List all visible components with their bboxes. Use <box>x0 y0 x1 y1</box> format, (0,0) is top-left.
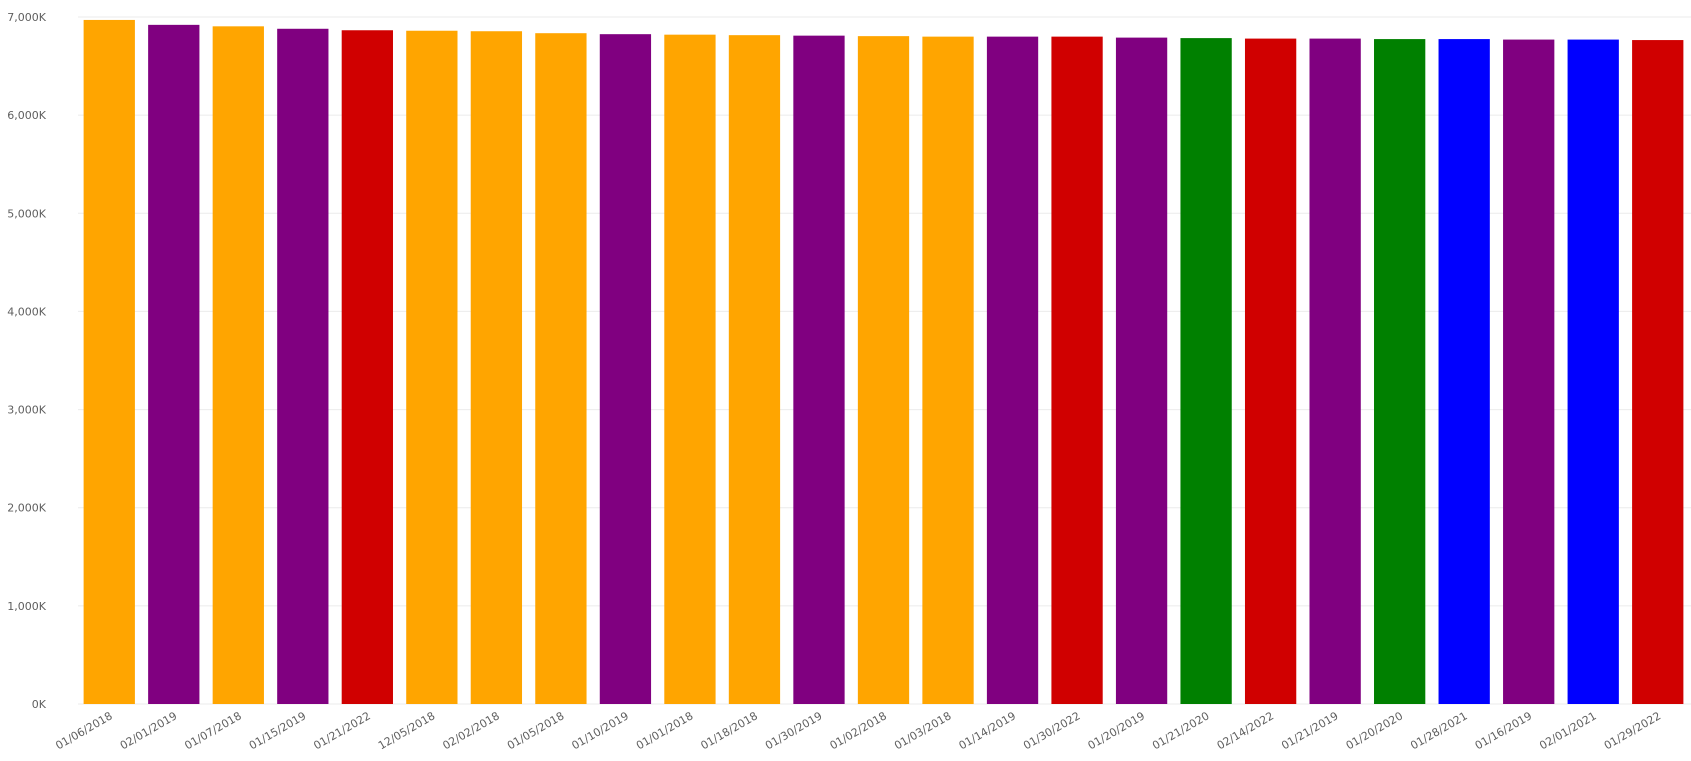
y-tick-label: 4,000K <box>7 305 46 318</box>
bar[interactable] <box>1632 40 1684 704</box>
x-tick-label: 01/18/2018 <box>699 709 760 752</box>
x-tick-label: 01/03/2018 <box>892 709 953 752</box>
y-tick-label: 2,000K <box>7 502 46 515</box>
x-tick-label: 02/14/2022 <box>1215 709 1276 752</box>
bar[interactable] <box>599 34 652 705</box>
y-axis: 0K 1,000K 2,000K 3,000K 4,000K 5,000K 6,000K 7,… <box>7 11 46 711</box>
x-tick-label: 01/21/2022 <box>311 709 372 752</box>
y-tick-label: 1,000K <box>7 600 46 613</box>
x-tick-label: 01/10/2019 <box>570 709 631 752</box>
bar[interactable] <box>1309 38 1361 704</box>
x-tick-label: 01/15/2019 <box>247 709 308 752</box>
x-tick-label: 01/29/2022 <box>1602 709 1663 752</box>
bar[interactable] <box>986 36 1039 705</box>
bar[interactable] <box>728 35 781 704</box>
x-tick-label: 01/21/2020 <box>1150 709 1211 752</box>
bar[interactable] <box>1503 39 1555 704</box>
x-tick-label: 01/14/2019 <box>957 709 1018 752</box>
y-tick-label: 0K <box>32 698 47 711</box>
bar[interactable] <box>277 28 329 704</box>
bar[interactable] <box>857 36 910 704</box>
x-tick-label: 01/21/2019 <box>1279 709 1340 752</box>
bar[interactable] <box>1244 38 1297 704</box>
y-tick-label: 3,000K <box>7 404 46 417</box>
bar[interactable] <box>470 31 523 705</box>
x-tick-label: 01/02/2018 <box>828 709 889 752</box>
x-tick-label: 01/20/2020 <box>1344 709 1405 752</box>
bar[interactable] <box>148 24 200 704</box>
bar[interactable] <box>1180 38 1232 705</box>
bar[interactable] <box>341 30 393 705</box>
bar[interactable] <box>406 30 458 705</box>
bar[interactable] <box>922 36 974 705</box>
x-tick-label: 01/05/2018 <box>505 709 566 752</box>
bar[interactable] <box>83 19 135 705</box>
x-tick-label: 01/20/2019 <box>1086 709 1147 752</box>
x-tick-label: 01/06/2018 <box>53 709 114 752</box>
bar[interactable] <box>664 34 716 705</box>
x-tick-label: 01/01/2018 <box>634 709 695 752</box>
bar[interactable] <box>1567 39 1619 704</box>
x-tick-label: 12/05/2018 <box>376 709 437 752</box>
x-tick-label: 01/28/2021 <box>1408 709 1469 752</box>
x-tick-label: 01/30/2019 <box>763 709 824 752</box>
bar[interactable] <box>1438 39 1490 704</box>
x-tick-label: 02/01/2021 <box>1537 709 1598 752</box>
x-tick-label: 02/01/2019 <box>118 709 179 752</box>
x-tick-label: 02/02/2018 <box>440 709 501 752</box>
x-tick-label: 01/30/2022 <box>1021 709 1082 752</box>
x-axis: 01/06/2018 02/01/2019 01/07/2018 01/15/2019… <box>53 709 1663 752</box>
bars <box>83 19 1684 705</box>
bar[interactable] <box>535 33 587 704</box>
y-tick-label: 7,000K <box>7 11 46 24</box>
bar[interactable] <box>1051 36 1103 705</box>
y-tick-label: 6,000K <box>7 109 46 122</box>
x-tick-label: 01/07/2018 <box>182 709 243 752</box>
bar[interactable] <box>1374 39 1426 704</box>
bar[interactable] <box>793 35 845 704</box>
bar[interactable] <box>1115 37 1168 705</box>
bar[interactable] <box>212 26 264 705</box>
y-tick-label: 5,000K <box>7 207 46 220</box>
x-tick-label: 01/16/2019 <box>1473 709 1534 752</box>
